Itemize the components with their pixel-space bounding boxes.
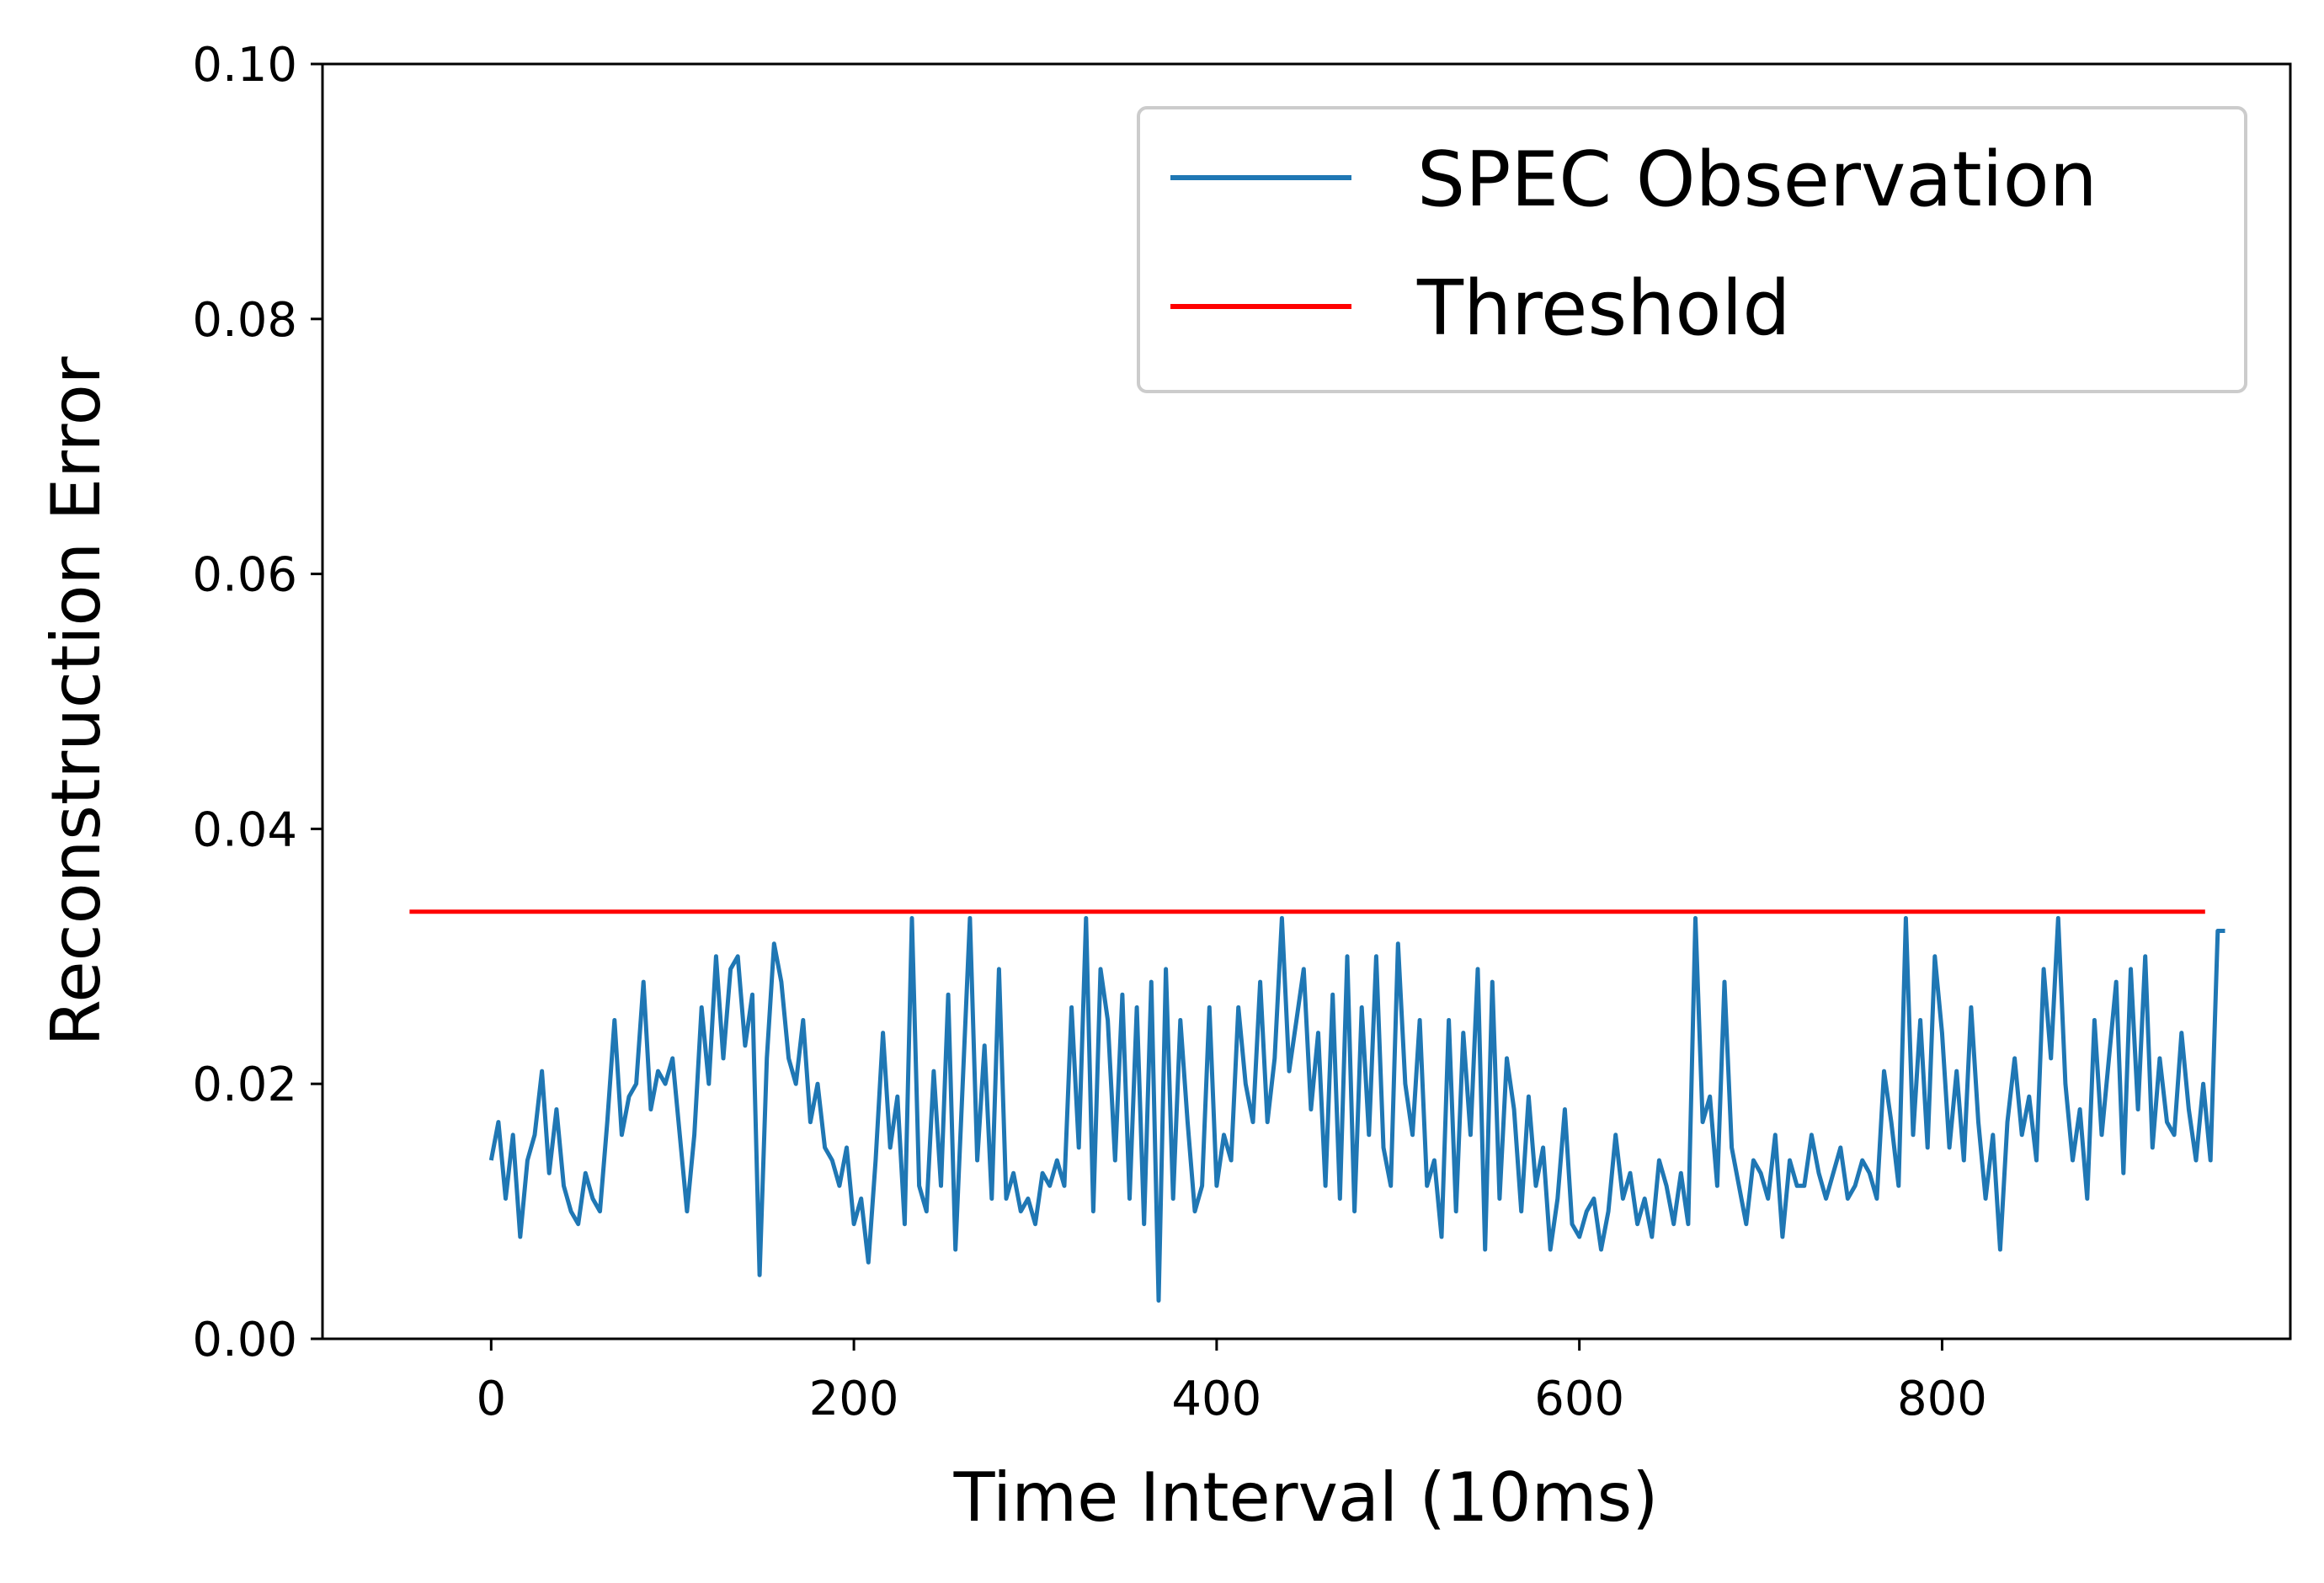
y-tick-label: 0.10: [192, 38, 297, 93]
x-tick-label: 800: [1897, 1372, 1987, 1426]
y-axis-label: Reconstruction Error: [37, 356, 115, 1046]
legend-label-threshold: Threshold: [1416, 264, 1791, 353]
legend-box: [1137, 106, 2247, 393]
x-tick-label: 200: [809, 1372, 899, 1426]
x-tick-label: 400: [1171, 1372, 1261, 1426]
y-tick-label: 0.00: [192, 1313, 297, 1367]
plot-area-frame: [321, 62, 2292, 1340]
legend: SPEC Observation Threshold: [1137, 106, 2247, 393]
x-tick-label: 0: [476, 1372, 506, 1426]
y-tick-label: 0.02: [192, 1058, 297, 1112]
y-tick-label: 0.04: [192, 802, 297, 857]
legend-label-spec-observation: SPEC Observation: [1417, 136, 2097, 224]
axis-ticks: 0 200 400 600 800 0.00 0.02 0.04 0.06 0.08 0.10: [192, 38, 1987, 1426]
y-tick-label: 0.06: [192, 548, 297, 603]
plot-series: [409, 909, 2225, 1303]
x-axis-label: Time Interval (10ms): [953, 1458, 1659, 1537]
y-tick-label: 0.08: [192, 293, 297, 348]
series-line-spec-observation: [488, 915, 2225, 1303]
x-tick-label: 600: [1534, 1372, 1624, 1426]
